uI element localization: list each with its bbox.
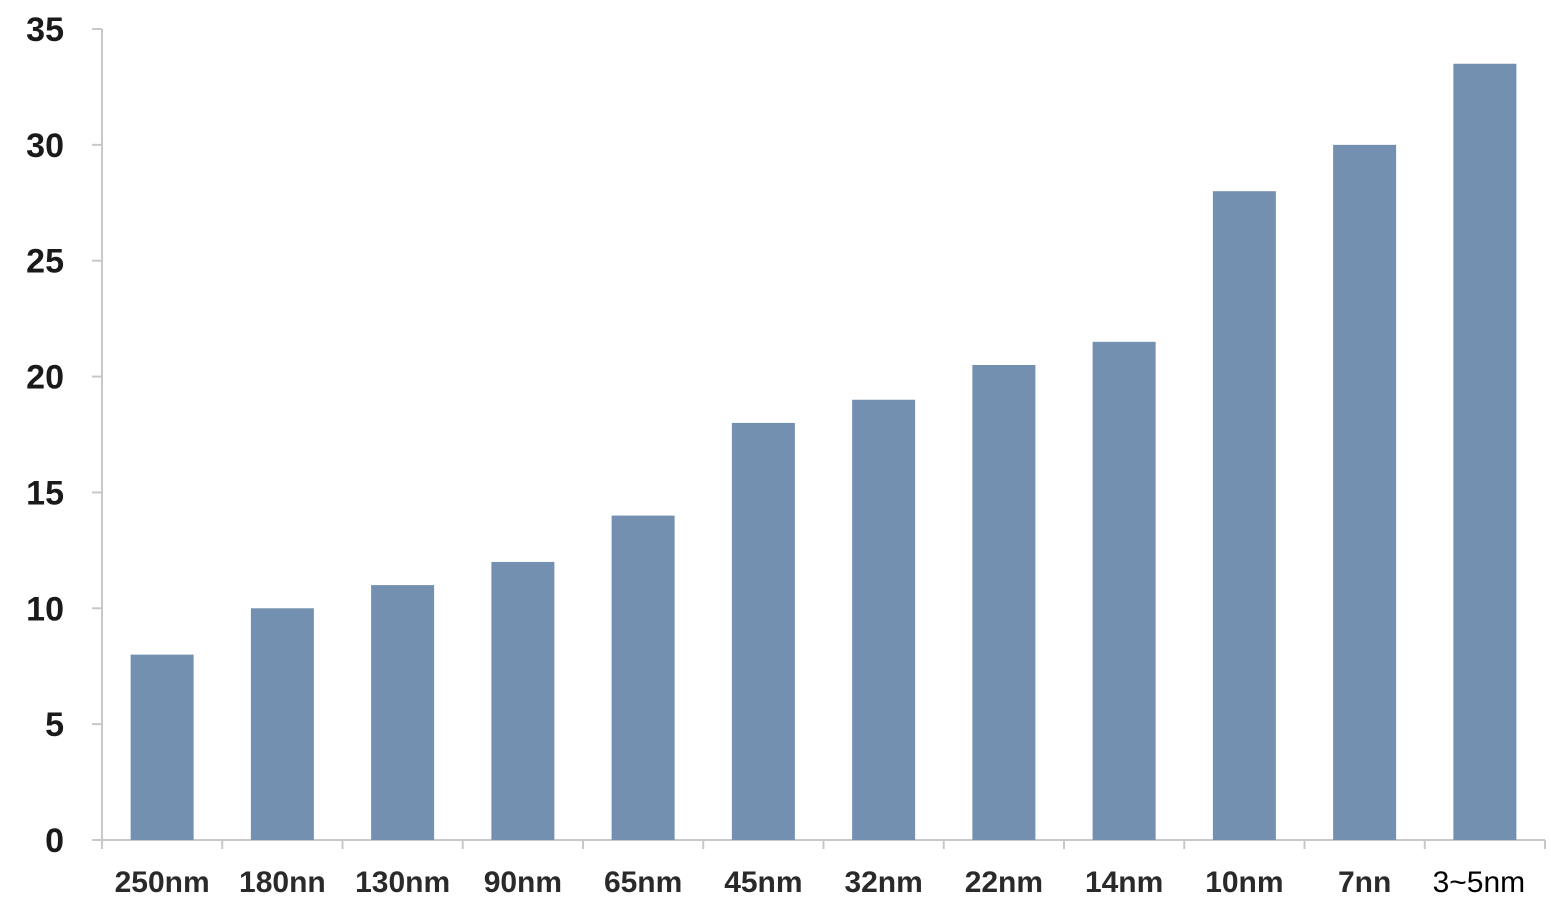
bar xyxy=(731,422,795,840)
x-tick-label: 180nn xyxy=(239,866,326,899)
bar xyxy=(852,399,916,840)
x-tick-label: 32nm xyxy=(844,866,922,899)
bar xyxy=(1212,191,1276,840)
y-tick-label: 0 xyxy=(45,822,64,860)
y-tick-label: 25 xyxy=(26,243,64,281)
x-tick-label: 10nm xyxy=(1205,866,1283,899)
y-tick-label: 30 xyxy=(26,127,64,165)
bar xyxy=(1333,144,1397,840)
bar xyxy=(371,585,435,840)
bar xyxy=(611,515,675,840)
bar xyxy=(130,654,194,840)
y-tick-label: 15 xyxy=(26,474,64,512)
bars xyxy=(130,63,1517,840)
x-tick-label: 22nm xyxy=(965,866,1043,899)
x-axis xyxy=(101,839,1546,849)
x-tick-label: 90nm xyxy=(484,866,562,899)
x-tick-labels: 250nm 180nn 130nm 90nm 65nm 45nm 32nm 22nm 14nm 1… xyxy=(115,866,1526,899)
x-tick-label: 130nm xyxy=(355,866,450,899)
x-tick-label: 45nm xyxy=(724,866,802,899)
x-tick-label: 3~5nm xyxy=(1433,866,1526,899)
y-tick-label: 10 xyxy=(26,590,64,628)
bar xyxy=(972,364,1036,840)
bar xyxy=(1453,63,1517,840)
bar xyxy=(1092,341,1156,840)
y-axis: 0 5 10 15 20 25 30 35 xyxy=(26,11,103,860)
x-tick-label: 250nm xyxy=(115,866,210,899)
y-tick-label: 20 xyxy=(26,359,64,397)
bar xyxy=(250,608,314,840)
bar xyxy=(491,561,555,840)
y-tick-label: 5 xyxy=(45,706,64,744)
y-tick-label: 35 xyxy=(26,11,64,49)
x-tick-label: 7nn xyxy=(1338,866,1391,899)
x-tick-label: 65nm xyxy=(604,866,682,899)
x-tick-label: 14nm xyxy=(1085,866,1163,899)
